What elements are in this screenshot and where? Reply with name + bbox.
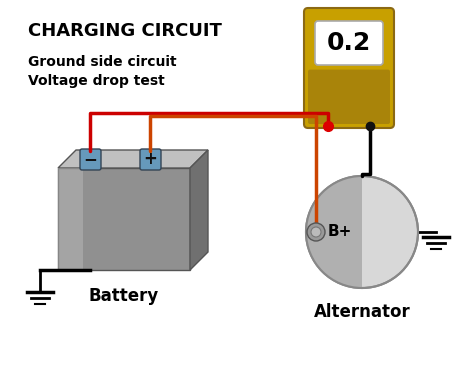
FancyBboxPatch shape (315, 21, 383, 65)
Circle shape (311, 227, 321, 237)
Text: −: − (83, 150, 97, 168)
Text: 0.2: 0.2 (327, 31, 371, 55)
Circle shape (307, 223, 325, 241)
FancyBboxPatch shape (140, 149, 161, 170)
Text: Voltage drop test: Voltage drop test (28, 74, 165, 88)
FancyBboxPatch shape (304, 8, 394, 128)
Text: Battery: Battery (89, 287, 159, 305)
Circle shape (306, 176, 418, 288)
Text: Ground side circuit: Ground side circuit (28, 55, 177, 69)
Polygon shape (58, 150, 208, 168)
FancyBboxPatch shape (308, 70, 390, 124)
Text: CHARGING CIRCUIT: CHARGING CIRCUIT (28, 22, 222, 40)
Polygon shape (58, 168, 83, 270)
Text: +: + (143, 150, 157, 168)
FancyBboxPatch shape (80, 149, 101, 170)
Text: Alternator: Alternator (314, 303, 410, 321)
Wedge shape (306, 176, 362, 288)
Polygon shape (190, 150, 208, 270)
Text: B+: B+ (328, 224, 352, 239)
Polygon shape (58, 168, 190, 270)
